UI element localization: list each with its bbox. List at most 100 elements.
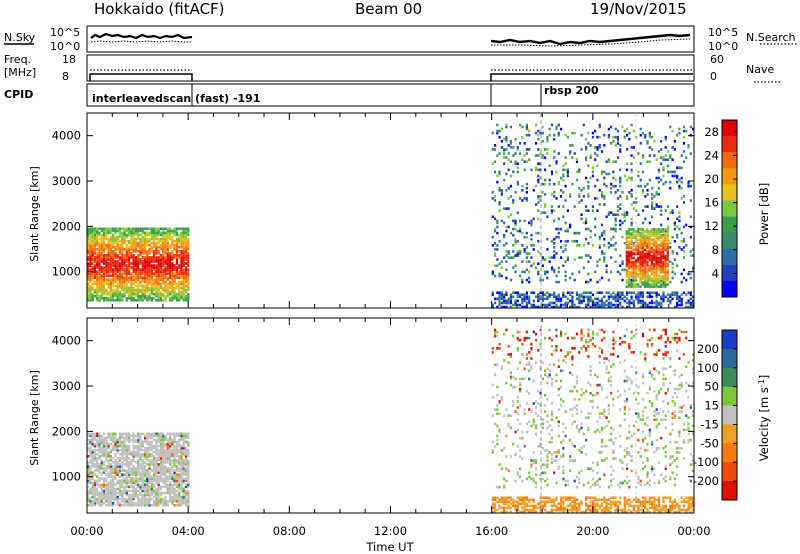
power-cell (639, 228, 642, 231)
power-cell (509, 256, 513, 259)
velocity-cell (539, 496, 542, 500)
power-cell (569, 195, 572, 198)
velocity-cell (187, 448, 190, 452)
velocity-cell (139, 432, 142, 436)
power-cell (639, 269, 642, 272)
power-cell (610, 182, 613, 186)
power-cell (612, 295, 615, 299)
power-cell (653, 281, 656, 284)
velocity-cell (137, 503, 140, 507)
velocity-cell (525, 502, 529, 506)
velocity-cell (121, 465, 124, 468)
power-cell (521, 270, 524, 274)
velocity-cell (109, 436, 112, 440)
power-cell (168, 254, 172, 257)
power-cell (673, 293, 676, 297)
power-colorbar-label: Power [dB] (757, 183, 771, 246)
power-cell (87, 282, 90, 286)
power-cell (153, 235, 156, 239)
power-cell (623, 299, 626, 303)
power-cell (619, 180, 622, 184)
power-cell (141, 227, 144, 231)
power-cell (664, 264, 667, 268)
velocity-cell (157, 489, 160, 493)
velocity-cell (91, 477, 94, 481)
velocity-cell (127, 475, 131, 478)
power-colorbar-tick-label: 4 (712, 266, 719, 280)
power-cell (173, 229, 176, 233)
power-cell (596, 260, 599, 263)
velocity-cell (584, 502, 588, 506)
velocity-cell (184, 473, 188, 476)
power-cell (655, 205, 658, 208)
power-cell (621, 213, 624, 217)
velocity-cell (178, 438, 181, 442)
velocity-cell (112, 465, 115, 468)
power-cell (671, 209, 674, 212)
velocity-cell (544, 502, 547, 506)
power-cell (118, 229, 122, 233)
power-cell (107, 256, 110, 259)
velocity-cell (166, 459, 169, 462)
power-cell (173, 288, 176, 292)
power-cell (671, 270, 674, 274)
velocity-cell (155, 491, 158, 495)
power-cell (655, 203, 658, 206)
velocity-cell (98, 467, 101, 470)
power-cell (182, 258, 185, 261)
power-cell (91, 288, 94, 292)
power-cell (143, 239, 147, 243)
power-cell (637, 283, 640, 286)
velocity-cell (562, 506, 565, 510)
velocity-cell (112, 503, 115, 507)
velocity-cell (644, 506, 647, 510)
velocity-cell (509, 498, 513, 502)
power-cell (643, 236, 647, 239)
power-cell (505, 172, 508, 176)
power-cell (118, 251, 122, 255)
power-cell (139, 229, 142, 233)
power-cell (496, 225, 499, 229)
power-cell (182, 229, 185, 233)
power-cell (632, 236, 635, 239)
power-cell (155, 286, 158, 290)
power-cell (137, 290, 140, 294)
velocity-cell (587, 508, 590, 512)
power-cell (168, 260, 172, 263)
velocity-cell (150, 459, 153, 462)
velocity-cell (605, 504, 608, 508)
power-cell (121, 233, 124, 237)
velocity-cell (141, 495, 144, 499)
velocity-cell (150, 436, 153, 440)
power-cell (491, 305, 494, 309)
power-cell (666, 232, 669, 235)
power-cell (166, 294, 169, 298)
power-cell (505, 125, 508, 129)
velocity-cell (127, 473, 131, 476)
power-cell (659, 277, 663, 280)
power-cell (662, 283, 665, 286)
velocity-cell (162, 465, 165, 468)
velocity-cell (148, 448, 151, 452)
power-cell (650, 228, 653, 231)
power-cell (603, 244, 606, 247)
power-cell (137, 258, 140, 261)
power-cell (114, 231, 117, 235)
power-cell (648, 250, 651, 254)
power-cell (182, 243, 185, 247)
velocity-cell (162, 473, 165, 476)
power-cell (630, 162, 633, 166)
power-cell (637, 184, 640, 188)
power-cell (116, 235, 119, 239)
power-cell (537, 209, 540, 212)
power-cell (155, 251, 158, 255)
power-cell (525, 123, 529, 127)
power-cell (659, 228, 663, 231)
velocity-cell (187, 503, 190, 507)
power-cell (87, 256, 90, 259)
power-cell (109, 270, 112, 273)
power-cell (630, 252, 633, 256)
power-cell (187, 292, 190, 296)
power-cell (646, 269, 649, 272)
power-cell (653, 266, 656, 270)
